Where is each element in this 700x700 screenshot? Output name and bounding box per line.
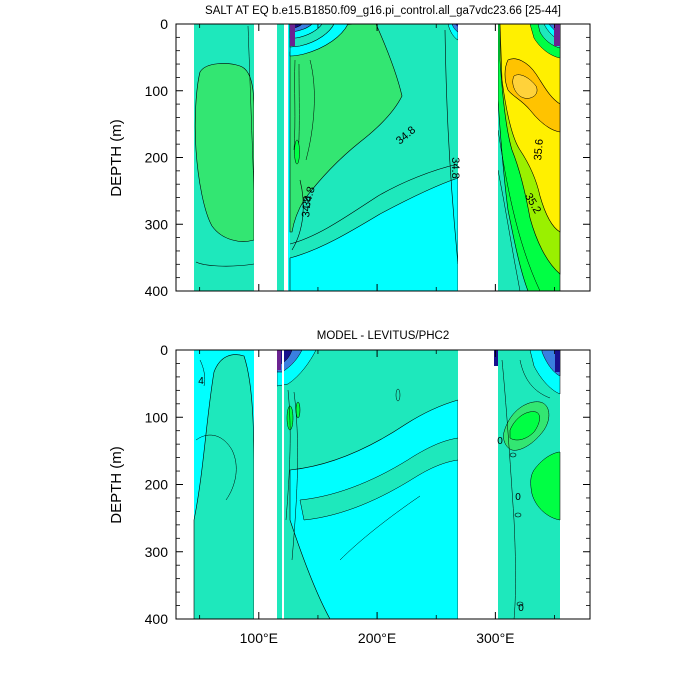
salt-panel: SALT AT EQ b.e15.B1850.f09_g16.pi_contro… bbox=[108, 5, 591, 299]
y-tick-label: 0 bbox=[160, 342, 168, 358]
contour-region-small bbox=[295, 401, 301, 419]
contour-region-atl-gold-core bbox=[512, 74, 538, 99]
contour-line bbox=[247, 25, 255, 191]
x-tick-label: 200°E bbox=[358, 630, 396, 646]
contour-field bbox=[193, 350, 561, 619]
contour-line bbox=[497, 169, 521, 291]
contour-region-atl-surface-core bbox=[555, 350, 560, 372]
contour-region-small bbox=[294, 139, 300, 165]
land-mask bbox=[286, 24, 288, 291]
contour-line bbox=[519, 359, 551, 399]
y-tick-label: 400 bbox=[145, 611, 169, 627]
contour-label: 34.8 bbox=[300, 196, 314, 218]
contour-region-wp-core bbox=[290, 24, 295, 46]
y-tick-label: 200 bbox=[145, 477, 169, 493]
x-tick-label: 300°E bbox=[476, 630, 514, 646]
contour-region-indian-high bbox=[194, 63, 255, 242]
contour-region-wp-core bbox=[277, 350, 281, 370]
contour-line bbox=[293, 59, 296, 151]
land-mask bbox=[494, 368, 498, 619]
y-tick-label: 300 bbox=[145, 216, 169, 232]
y-tick-label: 400 bbox=[145, 283, 169, 299]
y-tick-label: 100 bbox=[145, 409, 169, 425]
contour-line bbox=[195, 261, 255, 267]
land-mask bbox=[458, 350, 494, 619]
contour-ring bbox=[514, 512, 522, 518]
x-tick-label: 100°E bbox=[240, 630, 278, 646]
contour-region-atl-1-core bbox=[509, 411, 540, 441]
y-ticks: 0 100 200 300 400 bbox=[145, 16, 590, 299]
land-mask bbox=[282, 350, 284, 619]
contour-region-atl-2 bbox=[530, 451, 561, 521]
contour-label: 0 bbox=[515, 492, 521, 503]
y-axis-label: DEPTH (m) bbox=[108, 446, 125, 524]
land-mask bbox=[458, 24, 498, 291]
strait-fill-1 bbox=[277, 24, 284, 291]
contour-line bbox=[199, 359, 206, 387]
contour-line bbox=[339, 495, 421, 561]
strait-fill-1 bbox=[277, 350, 282, 619]
chart-title: SALT AT EQ b.e15.B1850.f09_g16.pi_contro… bbox=[205, 5, 561, 17]
contour-line bbox=[285, 389, 291, 521]
y-tick-label: 200 bbox=[145, 150, 169, 166]
contour-region-small bbox=[494, 350, 498, 366]
chart-title: MODEL - LEVITUS/PHC2 bbox=[317, 330, 450, 342]
contour-line bbox=[289, 163, 459, 245]
contour-region-ep-3 bbox=[455, 24, 458, 27]
contour-region-indian bbox=[193, 354, 255, 619]
land-mask bbox=[254, 350, 277, 619]
y-axis-label: DEPTH (m) bbox=[108, 119, 125, 197]
y-tick-label: 100 bbox=[145, 83, 169, 99]
contour-ring bbox=[516, 601, 524, 607]
contour-line bbox=[444, 29, 459, 265]
contour-line bbox=[291, 179, 304, 251]
contour-line bbox=[305, 59, 315, 161]
land-mask bbox=[254, 24, 277, 291]
contour-field bbox=[194, 24, 561, 291]
contour-line bbox=[195, 434, 237, 501]
contour-ring bbox=[395, 388, 401, 402]
contour-line bbox=[497, 129, 541, 291]
strait-fill-2 bbox=[288, 24, 290, 291]
difference-panel: MODEL - LEVITUS/PHC2 bbox=[108, 330, 591, 646]
contour-region-pacific-low bbox=[289, 177, 459, 291]
contour-region-pacific-high bbox=[289, 24, 403, 233]
y-tick-label: 300 bbox=[145, 544, 169, 560]
y-tick-label: 0 bbox=[160, 16, 168, 32]
contour-label: 0 bbox=[497, 436, 503, 447]
x-ticks: 100°E 200°E 300°E bbox=[199, 350, 555, 646]
contour-label: 0 bbox=[518, 603, 524, 614]
contour-ring bbox=[509, 452, 517, 458]
contour-region-atl-surface-core bbox=[554, 24, 560, 46]
contour-labels: 4 0 0 0 bbox=[198, 376, 524, 614]
contour-label: 34.8 bbox=[449, 157, 461, 178]
contour-label: 4 bbox=[198, 376, 204, 387]
axes: 0 100 200 300 400 DEPTH (m) bbox=[108, 16, 591, 299]
contour-label: 34.8 bbox=[301, 185, 318, 209]
contour-label: 35.6 bbox=[532, 139, 546, 161]
contour-line bbox=[501, 359, 516, 619]
contour-line bbox=[291, 391, 298, 561]
x-ticks bbox=[199, 24, 555, 291]
